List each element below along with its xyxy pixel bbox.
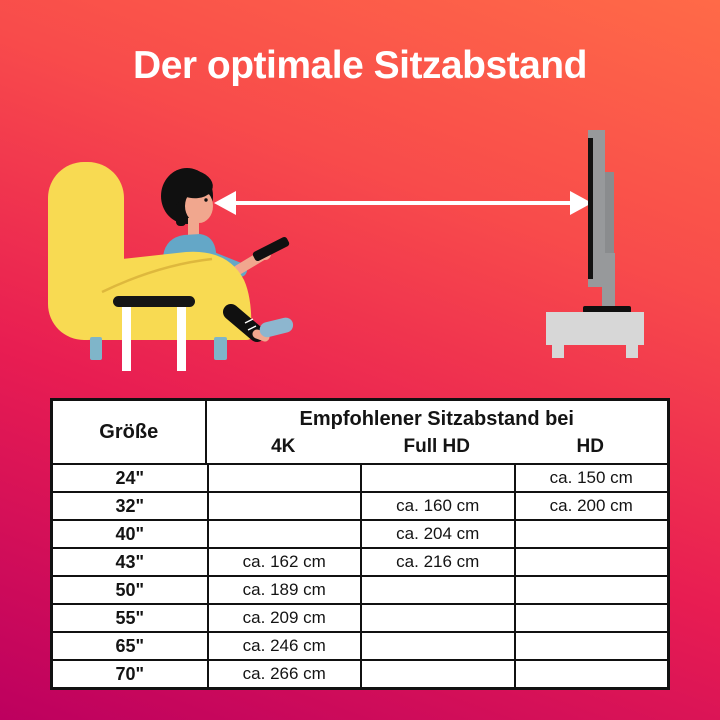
tv-base-mount <box>583 306 631 313</box>
armchair-leg-left <box>90 337 102 360</box>
illustration-scene <box>48 130 644 371</box>
distance-cell <box>360 603 514 631</box>
side-table-leg-right <box>177 306 186 371</box>
distance-cell <box>513 519 667 547</box>
size-cell: 32" <box>53 491 207 519</box>
distance-cell <box>513 547 667 575</box>
hair-fringe <box>171 169 213 199</box>
col-header-group: Empfohlener Sitzabstand bei <box>299 407 574 430</box>
distance-arrow-icon <box>214 191 592 215</box>
ankle <box>252 329 270 342</box>
size-cell: 43" <box>53 547 207 575</box>
armchair-crease <box>101 257 213 294</box>
distance-cell: ca. 200 cm <box>513 491 667 519</box>
col-header-fullhd: Full HD <box>403 436 471 457</box>
table-row: 40" ca. 204 cm <box>53 519 667 547</box>
table-row: 43" ca. 162 cm ca. 216 cm <box>53 547 667 575</box>
page-title: Der optimale Sitzabstand <box>133 44 587 87</box>
table-row: 50" ca. 189 cm <box>53 575 667 603</box>
distance-cell: ca. 216 cm <box>360 547 514 575</box>
pant-leg <box>223 304 265 342</box>
arrow-head-left <box>214 191 236 215</box>
tv-cabinet-leg-left <box>552 345 564 358</box>
distance-cell: ca. 246 cm <box>206 631 360 659</box>
distance-cell: ca. 150 cm <box>513 463 667 491</box>
person-leg <box>223 304 294 342</box>
arrow-head-right <box>570 191 592 215</box>
tv-screen-edge <box>588 138 593 279</box>
distance-cell <box>513 603 667 631</box>
size-cell: 40" <box>53 519 207 547</box>
distance-cell <box>206 519 360 547</box>
sock-foot <box>259 317 294 338</box>
table-row: 32" ca. 160 cm ca. 200 cm <box>53 491 667 519</box>
distance-cell <box>360 659 514 687</box>
eye <box>204 198 208 202</box>
sitzabstand-table: Größe Empfohlener Sitzabstand bei 4K Ful… <box>50 398 670 690</box>
distance-cell <box>206 491 360 519</box>
distance-cell <box>513 575 667 603</box>
size-cell: 50" <box>53 575 207 603</box>
table-row: 55" ca. 209 cm <box>53 603 667 631</box>
distance-cell: ca. 204 cm <box>360 519 514 547</box>
size-cell: 70" <box>53 659 207 687</box>
armchair-leg-right <box>214 337 227 360</box>
size-cell: 65" <box>53 631 207 659</box>
armchair-seat-shape <box>88 251 252 340</box>
col-header-4k: 4K <box>271 436 296 457</box>
distance-cell: ca. 160 cm <box>360 491 514 519</box>
side-table-leg-left <box>122 306 131 371</box>
size-cell: 55" <box>53 603 207 631</box>
tv-illustration <box>546 130 644 358</box>
distance-cell <box>513 659 667 687</box>
distance-cell <box>360 463 514 491</box>
eyebrow <box>200 192 211 195</box>
distance-cell <box>513 631 667 659</box>
distance-cell: ca. 266 cm <box>206 659 360 687</box>
distance-cell <box>206 463 360 491</box>
col-header-hd: HD <box>576 436 604 457</box>
distance-cell: ca. 189 cm <box>206 575 360 603</box>
tv-stand-pole <box>602 253 615 311</box>
table-row: 65" ca. 246 cm <box>53 631 667 659</box>
size-cell: 24" <box>53 463 207 491</box>
tv-cabinet <box>546 312 644 345</box>
distance-cell: ca. 209 cm <box>206 603 360 631</box>
col-header-size: Größe <box>53 401 207 463</box>
tv-cabinet-leg-right <box>626 345 638 358</box>
side-table-top <box>113 296 195 307</box>
table-header: Größe Empfohlener Sitzabstand bei 4K Ful… <box>53 401 667 463</box>
table-row: 70" ca. 266 cm <box>53 659 667 687</box>
pant-stitches <box>244 318 257 331</box>
tv-wall-bracket <box>604 172 614 282</box>
side-table-illustration <box>113 296 195 371</box>
sub-header-row: 4K Full HD HD <box>53 434 667 463</box>
distance-cell <box>360 575 514 603</box>
hair-nape <box>176 202 186 226</box>
distance-cell <box>360 631 514 659</box>
neck <box>188 218 199 236</box>
table-row: 24" ca. 150 cm <box>53 463 667 491</box>
remote-control <box>252 236 290 262</box>
table-body: 24" ca. 150 cm 32" ca. 160 cm ca. 200 cm 40" c… <box>53 463 667 687</box>
distance-cell: ca. 162 cm <box>206 547 360 575</box>
